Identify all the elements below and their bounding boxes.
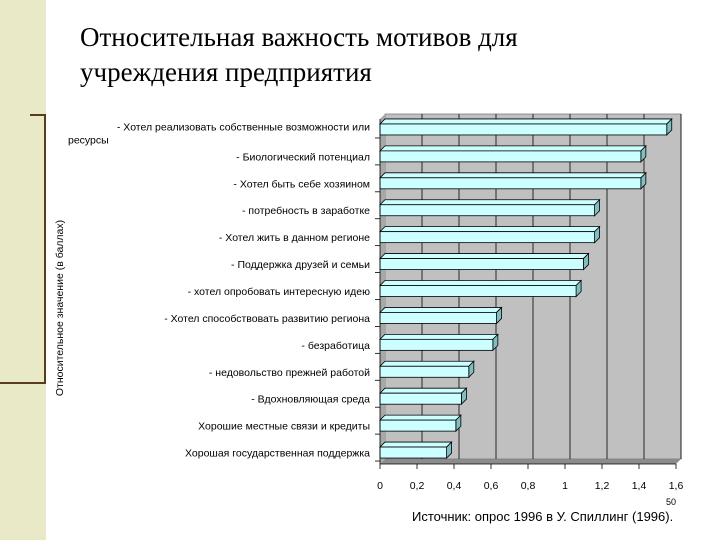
category-label-line: - хотел опробовать интересную идею bbox=[188, 286, 371, 298]
bar-top-face bbox=[379, 172, 647, 179]
bar bbox=[379, 117, 673, 136]
bar-top-face bbox=[379, 226, 601, 233]
bar-front-face bbox=[379, 312, 497, 324]
category-label-line: - потребность в заработке bbox=[242, 205, 370, 217]
bar-top-face bbox=[379, 253, 590, 259]
bar-front-face bbox=[379, 392, 462, 405]
bar-front-face bbox=[379, 419, 457, 432]
side-band bbox=[0, 0, 46, 540]
category-label-line: - недовольство прежней работой bbox=[209, 367, 370, 379]
accent-line-vertical bbox=[44, 114, 46, 384]
category-label: Хорошие местные связи и кредиты bbox=[198, 421, 370, 433]
y-axis-label: Относительное значение (в баллах) bbox=[54, 220, 66, 396]
category-label: - Биологический потенциал bbox=[236, 151, 370, 163]
category-label: - хотел опробовать интересную идею bbox=[188, 286, 371, 298]
bar bbox=[379, 441, 453, 460]
category-label-line: Хорошая государственная поддержка bbox=[185, 448, 370, 460]
bar-front-face bbox=[379, 446, 447, 459]
bar bbox=[379, 171, 647, 190]
title-line-2: учреждения предприятия bbox=[80, 57, 372, 87]
slide-title: Относительная важность мотивов для учреж… bbox=[80, 20, 518, 90]
x-tick-label: 1 bbox=[562, 480, 568, 492]
x-tick-label: 1,6 bbox=[669, 480, 684, 492]
source-note: Источник: опрос 1996 в У. Спиллинг (1996… bbox=[412, 509, 674, 524]
x-tick-label: 0 bbox=[377, 480, 383, 492]
bar bbox=[379, 252, 590, 271]
category-label-line: Хорошие местные связи и кредиты bbox=[198, 421, 370, 433]
category-label: - Хотел способствовать развитию региона bbox=[164, 313, 370, 325]
category-label-line: ресурсы bbox=[68, 134, 109, 146]
chart-area: - Хотел реализовать собственные возможно… bbox=[46, 108, 696, 494]
bar-top-face bbox=[379, 441, 453, 448]
category-label: - недовольство прежней работой bbox=[209, 367, 370, 379]
bar bbox=[379, 360, 475, 379]
bar-front-face bbox=[379, 150, 642, 163]
plot-floor bbox=[380, 459, 681, 464]
bar-top-face bbox=[379, 333, 499, 340]
category-label-line: - Хотел быть себе хозяином bbox=[233, 178, 370, 190]
bar-top-face bbox=[379, 145, 647, 152]
x-tick-label: 0,2 bbox=[410, 480, 425, 492]
bar bbox=[379, 414, 462, 433]
bar-top-face bbox=[379, 387, 468, 394]
category-label: - Поддержка друзей и семьи bbox=[231, 259, 370, 271]
category-label: - Вдохновляющая среда bbox=[251, 394, 370, 406]
category-label: - Хотел быть себе хозяином bbox=[233, 178, 370, 190]
category-label-line: - Хотел реализовать собственные возможно… bbox=[117, 121, 370, 133]
bar-top-face bbox=[379, 199, 601, 206]
bar bbox=[379, 279, 583, 298]
category-label-line: - Хотел способствовать развитию региона bbox=[164, 313, 370, 325]
bar-front-face bbox=[379, 285, 577, 297]
page-number: 50 bbox=[666, 497, 677, 507]
x-tick-label: 0,8 bbox=[521, 480, 536, 492]
bar-front-face bbox=[379, 338, 494, 351]
x-tick-label: 1,4 bbox=[632, 480, 647, 492]
category-label-line: - Вдохновляющая среда bbox=[251, 394, 370, 406]
bar-front-face bbox=[379, 177, 642, 190]
bar-top-face bbox=[379, 118, 673, 125]
category-label-line: - Биологический потенциал bbox=[236, 151, 370, 163]
bar bbox=[379, 225, 601, 244]
bar bbox=[379, 387, 468, 406]
x-tick-label: 0,6 bbox=[484, 480, 499, 492]
bar-front-face bbox=[379, 123, 668, 136]
accent-line-top bbox=[30, 114, 52, 116]
bar bbox=[379, 333, 499, 352]
title-line-1: Относительная важность мотивов для bbox=[80, 22, 518, 52]
bar-front-face bbox=[379, 204, 596, 217]
category-label-line: - Хотел жить в данном регионе bbox=[219, 232, 370, 244]
bar-front-face bbox=[379, 258, 584, 270]
bar-top-face bbox=[379, 360, 475, 367]
bar bbox=[379, 306, 503, 325]
category-label: - Хотел реализовать собственные возможно… bbox=[68, 121, 370, 146]
category-label-line: - Поддержка друзей и семьи bbox=[231, 259, 370, 271]
bar-top-face bbox=[379, 280, 583, 286]
category-label: Хорошая государственная поддержка bbox=[185, 448, 370, 460]
accent-line-bottom bbox=[0, 382, 46, 384]
bar-top-face bbox=[379, 414, 462, 421]
bar-front-face bbox=[379, 365, 470, 378]
category-label-line: - безработица bbox=[301, 340, 370, 352]
bar-chart: - Хотел реализовать собственные возможно… bbox=[54, 113, 684, 492]
bar bbox=[379, 144, 647, 163]
category-label: - безработица bbox=[301, 340, 370, 352]
x-tick-label: 1,2 bbox=[595, 480, 610, 492]
bar-top-face bbox=[379, 307, 503, 313]
category-label: - потребность в заработке bbox=[242, 205, 370, 217]
bar bbox=[379, 198, 601, 217]
x-tick-label: 0,4 bbox=[447, 480, 462, 492]
category-label: - Хотел жить в данном регионе bbox=[219, 232, 370, 244]
bar-front-face bbox=[379, 231, 596, 244]
